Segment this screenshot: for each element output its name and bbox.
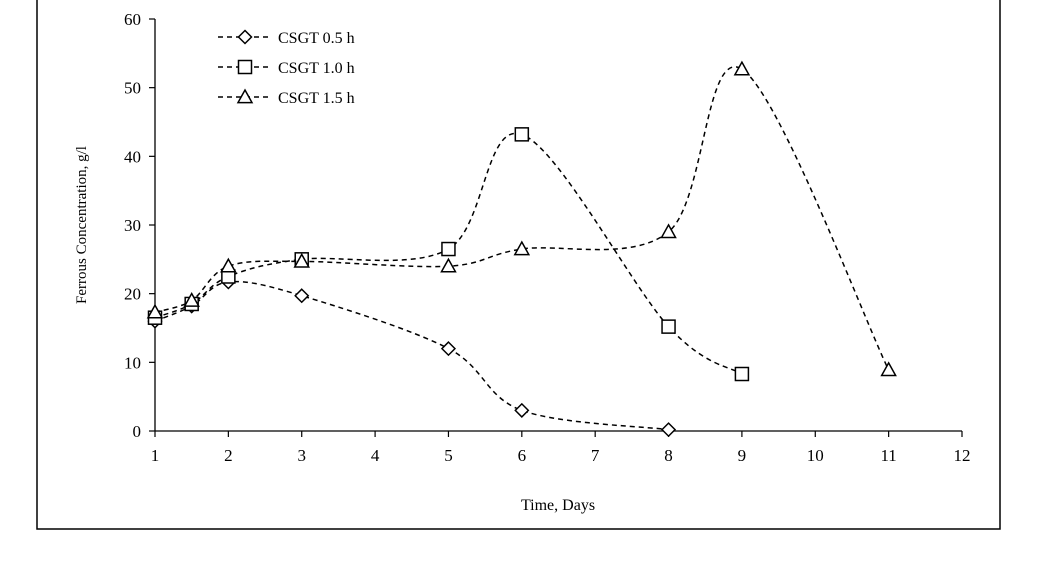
series [147,274,677,438]
series-line [154,66,890,371]
legend-item: CSGT 0.5 h [218,29,355,47]
triangle-marker [220,257,237,273]
x-tick-label: 3 [297,446,306,465]
y-tick-label: 10 [124,353,141,372]
triangle-marker [660,223,677,239]
legend-label: CSGT 0.5 h [278,30,355,47]
x-tick-label: 2 [224,446,233,465]
triangle-marker [513,240,531,256]
series-line [154,280,669,431]
triangle-marker [880,361,897,377]
square-marker [237,59,253,75]
diamond-marker [237,29,253,45]
y-tick-label: 50 [124,79,141,98]
x-tick-label: 11 [880,446,896,465]
x-tick-label: 7 [591,446,600,465]
triangle-marker [733,60,751,76]
legend-item: CSGT 1.5 h [218,88,355,107]
triangle-marker [440,257,457,273]
diamond-marker [660,422,677,438]
square-marker [661,319,676,334]
y-tick-label: 30 [124,216,141,235]
y-tick-label: 40 [124,147,141,166]
x-axis-title: Time, Days [521,497,595,514]
x-tick-label: 6 [518,446,527,465]
triangle-marker [183,291,200,307]
legend: CSGT 0.5 h CSGT 1.0 h CSGT 1.5 h [218,29,355,107]
x-tick-label: 10 [807,446,824,465]
triangle-marker [146,303,164,319]
x-tick-label: 8 [664,446,673,465]
x-tick-label: 4 [371,446,380,465]
x-tick-label: 9 [738,446,747,465]
series-layer [146,60,897,438]
y-tick-label: 0 [133,422,142,441]
series [146,60,897,377]
triangle-marker [293,252,311,268]
chart-frame [36,0,1001,530]
x-tick-label: 5 [444,446,453,465]
square-marker [734,366,750,382]
triangle-marker [236,88,254,104]
diamond-marker [514,402,530,418]
square-marker [441,241,456,257]
y-tick-label: 60 [124,10,141,29]
x-tick-label: 1 [151,446,160,465]
legend-label: CSGT 1.5 h [278,90,355,107]
legend-item: CSGT 1.0 h [218,59,355,77]
square-marker [514,127,530,142]
legend-label: CSGT 1.0 h [278,60,355,77]
diamond-marker [294,288,310,304]
diamond-marker [440,341,457,357]
x-tick-label: 12 [954,446,971,465]
y-axis-title: Ferrous Concentration, g/l [74,146,90,304]
y-tick-label: 20 [124,285,141,304]
